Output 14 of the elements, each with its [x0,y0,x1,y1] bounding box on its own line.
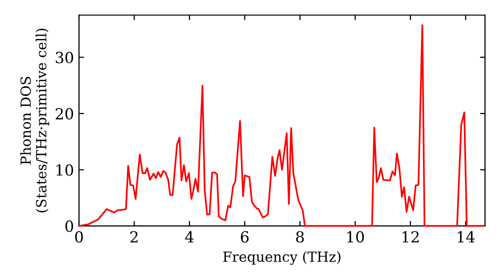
x-tick-label: 12 [402,231,419,242]
y-tick-label: 0 [65,220,74,232]
y-tick-label: 10 [56,164,74,176]
x-tick-label: 6 [240,231,249,243]
x-axis-title: Frequency (THz) [223,251,340,265]
x-tick-label: 2 [130,231,138,242]
x-tick-label: 14 [458,231,475,242]
x-tick-label: 0 [75,231,83,243]
y-tick-label: 20 [56,108,74,120]
x-tick-label: 8 [296,231,304,243]
y-tick-label: 30 [56,52,74,64]
y-axis-title: Phonon DOS (States/THz·primitive cell) [20,28,50,212]
x-tick-label: 10 [347,231,364,243]
x-tick-label: 4 [185,231,194,242]
